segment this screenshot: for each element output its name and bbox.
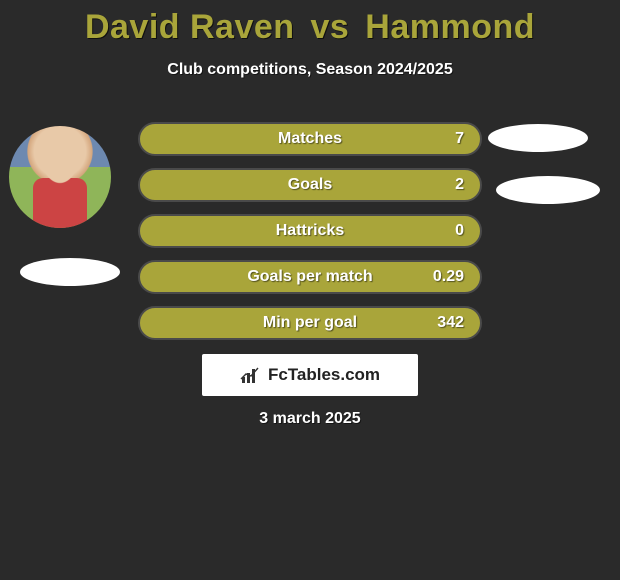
stat-value: 342 (437, 314, 464, 332)
player1-avatar (9, 126, 111, 228)
player1-placeholder-ellipse (20, 258, 120, 286)
stat-row-hattricks: Hattricks 0 (138, 214, 482, 248)
stat-row-goals: Goals 2 (138, 168, 482, 202)
stat-value: 7 (455, 130, 464, 148)
fctables-logo: FcTables.com (202, 354, 418, 396)
stat-row-matches: Matches 7 (138, 122, 482, 156)
stat-value: 0 (455, 222, 464, 240)
bar-chart-icon (240, 365, 262, 385)
logo-text: FcTables.com (268, 365, 380, 385)
stat-label: Matches (278, 130, 342, 148)
stat-row-mpg: Min per goal 342 (138, 306, 482, 340)
stat-value: 0.29 (433, 268, 464, 286)
stat-label: Min per goal (263, 314, 357, 332)
stat-value: 2 (455, 176, 464, 194)
generation-date: 3 march 2025 (0, 410, 620, 428)
player2-name: Hammond (365, 8, 535, 46)
player1-name: David Raven (85, 8, 295, 46)
subtitle: Club competitions, Season 2024/2025 (0, 61, 620, 79)
player2-placeholder-ellipse-2 (496, 176, 600, 204)
player2-placeholder-ellipse-1 (488, 124, 588, 152)
vs-separator: vs (311, 8, 350, 46)
comparison-title: David Raven vs Hammond (0, 0, 620, 47)
stats-container: Matches 7 Goals 2 Hattricks 0 Goals per … (138, 122, 482, 352)
stat-label: Goals per match (247, 268, 372, 286)
stat-row-gpm: Goals per match 0.29 (138, 260, 482, 294)
stat-label: Hattricks (276, 222, 344, 240)
stat-label: Goals (288, 176, 332, 194)
